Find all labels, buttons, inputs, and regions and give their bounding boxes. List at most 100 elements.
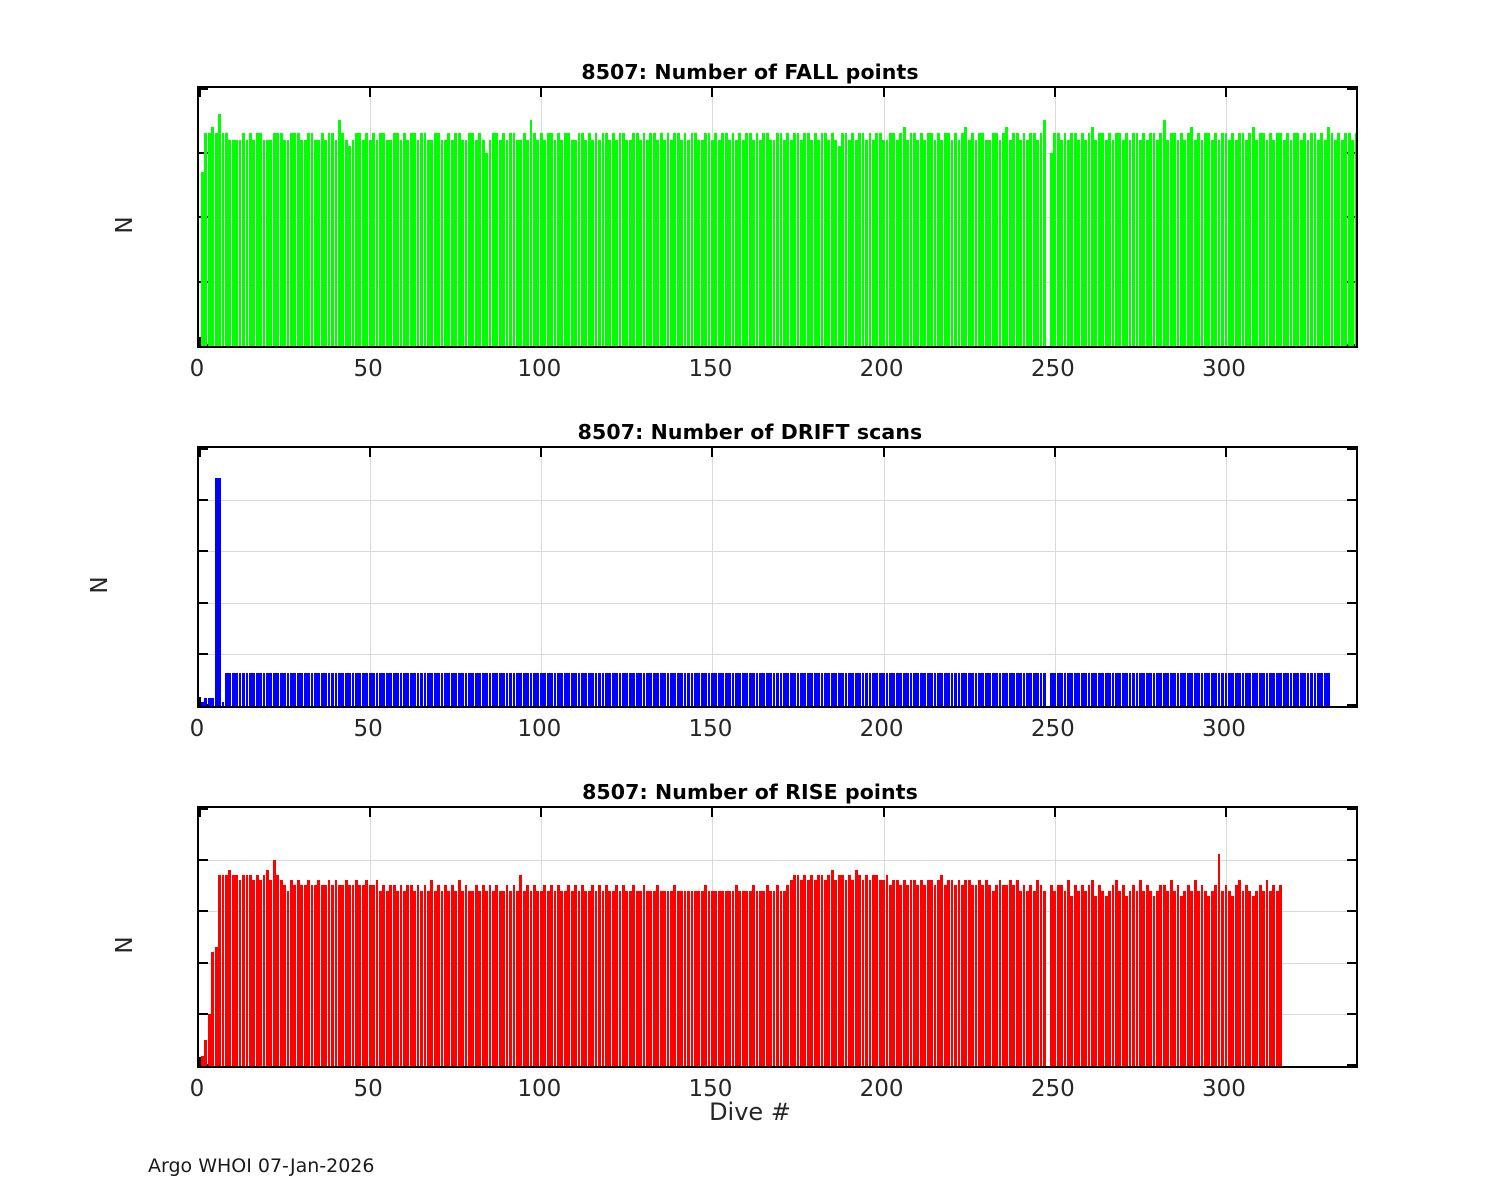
bar xyxy=(834,672,838,706)
bar xyxy=(913,133,916,346)
bar xyxy=(611,890,615,1066)
bar xyxy=(909,672,913,706)
bar xyxy=(310,133,314,346)
bar xyxy=(1005,885,1009,1066)
bar xyxy=(1251,895,1255,1066)
bar xyxy=(782,672,786,706)
bar xyxy=(680,139,684,346)
bar xyxy=(361,885,365,1066)
bar xyxy=(639,672,642,706)
bar xyxy=(1019,139,1022,346)
figure-footer: Argo WHOI 07-Jan-2026 xyxy=(148,1155,375,1177)
bar xyxy=(1114,133,1118,346)
panel-fall-points: 8507: Number of FALL points N 010203040 … xyxy=(0,0,1500,400)
bar xyxy=(587,133,591,346)
bar xyxy=(738,890,742,1066)
bar xyxy=(769,890,773,1066)
bar xyxy=(646,890,649,1066)
bar xyxy=(1008,672,1012,706)
bar xyxy=(207,1014,211,1066)
bar xyxy=(1032,133,1036,346)
gridline-vertical xyxy=(370,448,372,706)
plot-area-rise: 01020304050 xyxy=(197,806,1358,1068)
bar xyxy=(1060,672,1063,706)
bar xyxy=(341,133,345,346)
bar xyxy=(967,672,971,706)
bar xyxy=(324,672,328,706)
bar xyxy=(1063,672,1067,706)
bar xyxy=(433,672,437,706)
bar xyxy=(656,672,660,706)
bar xyxy=(1049,152,1053,346)
x-axis-tick xyxy=(199,1057,201,1066)
bar xyxy=(1227,890,1231,1066)
bar xyxy=(943,672,947,706)
gridline-vertical xyxy=(1054,448,1056,706)
bar xyxy=(337,885,341,1066)
bar xyxy=(1272,672,1276,706)
bar xyxy=(440,139,444,346)
y-axis-tick-right xyxy=(1347,961,1356,964)
bar xyxy=(437,133,440,346)
bar xyxy=(611,672,615,706)
bar xyxy=(351,139,355,346)
bar xyxy=(687,890,690,1066)
bar xyxy=(998,880,1002,1066)
y-axis-tick xyxy=(199,653,208,656)
bar xyxy=(615,885,618,1066)
bar xyxy=(940,875,944,1066)
bar xyxy=(1269,133,1272,346)
bar xyxy=(430,672,434,706)
bar xyxy=(926,672,930,706)
bar xyxy=(803,133,807,346)
bar xyxy=(837,146,841,346)
y-axis-tick-right xyxy=(1347,808,1356,810)
bar xyxy=(765,885,769,1066)
bar xyxy=(1156,890,1159,1066)
bar xyxy=(1101,672,1105,706)
bar xyxy=(481,885,485,1066)
bar xyxy=(1351,139,1354,346)
bar xyxy=(563,133,567,346)
bar xyxy=(567,672,571,706)
gridline-vertical xyxy=(883,448,885,706)
bar xyxy=(1125,672,1129,706)
bar xyxy=(1091,672,1094,706)
bar xyxy=(1152,672,1156,706)
bar xyxy=(238,139,242,346)
bar xyxy=(409,885,413,1066)
bar xyxy=(413,133,417,346)
bar xyxy=(1118,133,1122,346)
x-axis-tick-label: 100 xyxy=(517,716,562,742)
bar xyxy=(1190,890,1194,1066)
bar xyxy=(755,672,759,706)
bar xyxy=(1149,672,1152,706)
bar xyxy=(375,672,379,706)
bar xyxy=(628,890,632,1066)
bar xyxy=(765,133,769,346)
bar xyxy=(382,885,386,1066)
bar xyxy=(1310,133,1313,346)
bar xyxy=(933,885,937,1066)
bar xyxy=(1135,890,1139,1066)
bar xyxy=(841,672,844,706)
bar xyxy=(988,885,992,1066)
bar xyxy=(680,890,684,1066)
bar xyxy=(830,133,834,346)
bar xyxy=(676,133,680,346)
bar xyxy=(858,672,862,706)
x-axis-tick-label: 150 xyxy=(688,1076,733,1102)
bar xyxy=(502,672,506,706)
bar xyxy=(1193,880,1197,1066)
bar xyxy=(1200,672,1204,706)
bar xyxy=(1132,133,1135,346)
bar xyxy=(663,139,666,346)
bar xyxy=(447,890,451,1066)
bar xyxy=(1272,885,1276,1066)
bar xyxy=(1265,139,1269,346)
bar xyxy=(1142,890,1146,1066)
bar xyxy=(796,875,800,1066)
bar xyxy=(728,139,731,346)
bar xyxy=(919,672,923,706)
bar xyxy=(248,875,252,1066)
